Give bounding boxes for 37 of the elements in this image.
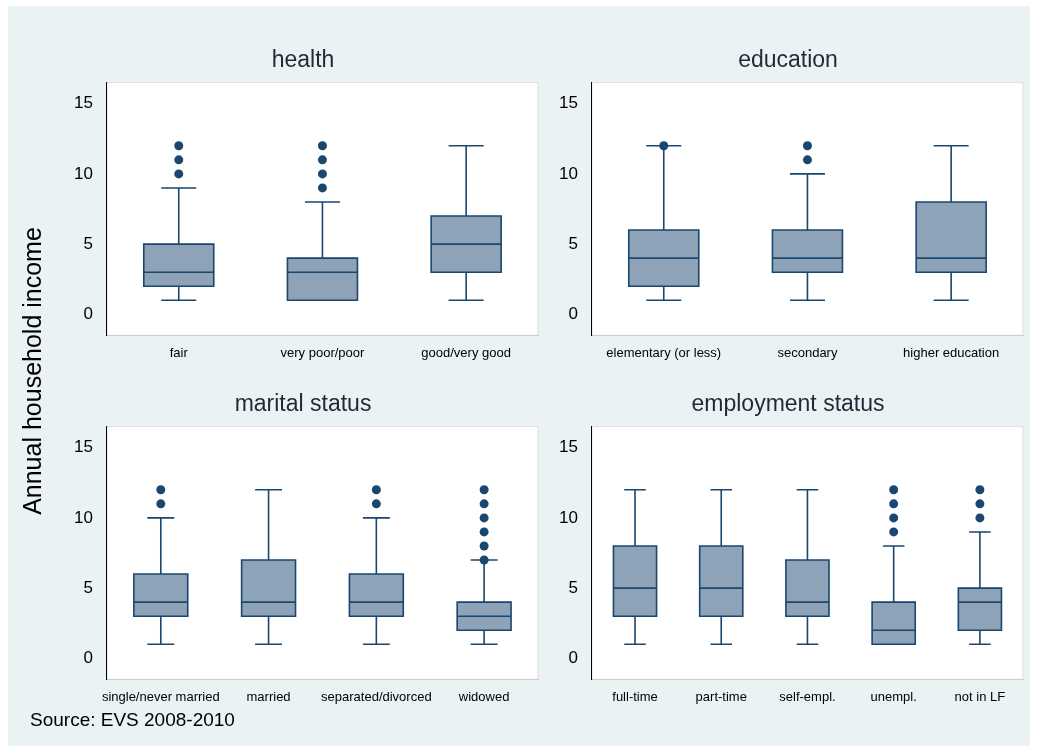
- y-tick-label: 10: [73, 507, 93, 527]
- y-tick-label: 10: [558, 507, 578, 527]
- y-tick-label: 10: [73, 163, 93, 183]
- y-tick-label: 10: [558, 163, 578, 183]
- y-tick-label: 5: [568, 233, 578, 253]
- chart-title: marital status: [234, 390, 372, 417]
- y-tick-label: 5: [83, 233, 93, 253]
- x-tick-label: widowed: [457, 688, 510, 704]
- x-tick-label: full-time: [612, 688, 658, 704]
- y-tick-label: 15: [73, 93, 93, 113]
- y-tick-label: 15: [558, 437, 578, 457]
- x-tick-label: good/very good: [421, 344, 511, 360]
- x-tick-label: elementary (or less): [606, 344, 722, 360]
- x-tick-label: fair: [169, 344, 189, 360]
- y-tick-label: 5: [568, 577, 578, 597]
- x-tick-label: very poor/poor: [280, 344, 366, 360]
- chart-title: employment status: [691, 390, 885, 417]
- x-tick-label: unempl.: [870, 688, 917, 704]
- x-tick-label: higher education: [903, 344, 1000, 360]
- x-tick-label: self-empl.: [779, 688, 836, 704]
- x-tick-label: single/never married: [101, 688, 220, 704]
- y-tick-label: 0: [83, 648, 93, 668]
- x-tick-label: separated/divorced: [321, 688, 432, 704]
- x-tick-label: secondary: [777, 344, 838, 360]
- chart-title: education: [738, 46, 838, 73]
- source-note: Source: EVS 2008-2010: [30, 709, 235, 731]
- y-axis-title: Annual household income: [17, 227, 47, 515]
- y-tick-label: 5: [83, 577, 93, 597]
- y-tick-label: 0: [568, 304, 578, 324]
- y-tick-label: 0: [83, 304, 93, 324]
- x-tick-label: part-time: [695, 688, 747, 704]
- chart-title: health: [271, 46, 335, 73]
- y-tick-label: 15: [73, 437, 93, 457]
- x-tick-label: married: [246, 688, 291, 704]
- x-tick-label: not in LF: [954, 688, 1006, 704]
- y-tick-label: 15: [558, 93, 578, 113]
- y-tick-label: 0: [568, 648, 578, 668]
